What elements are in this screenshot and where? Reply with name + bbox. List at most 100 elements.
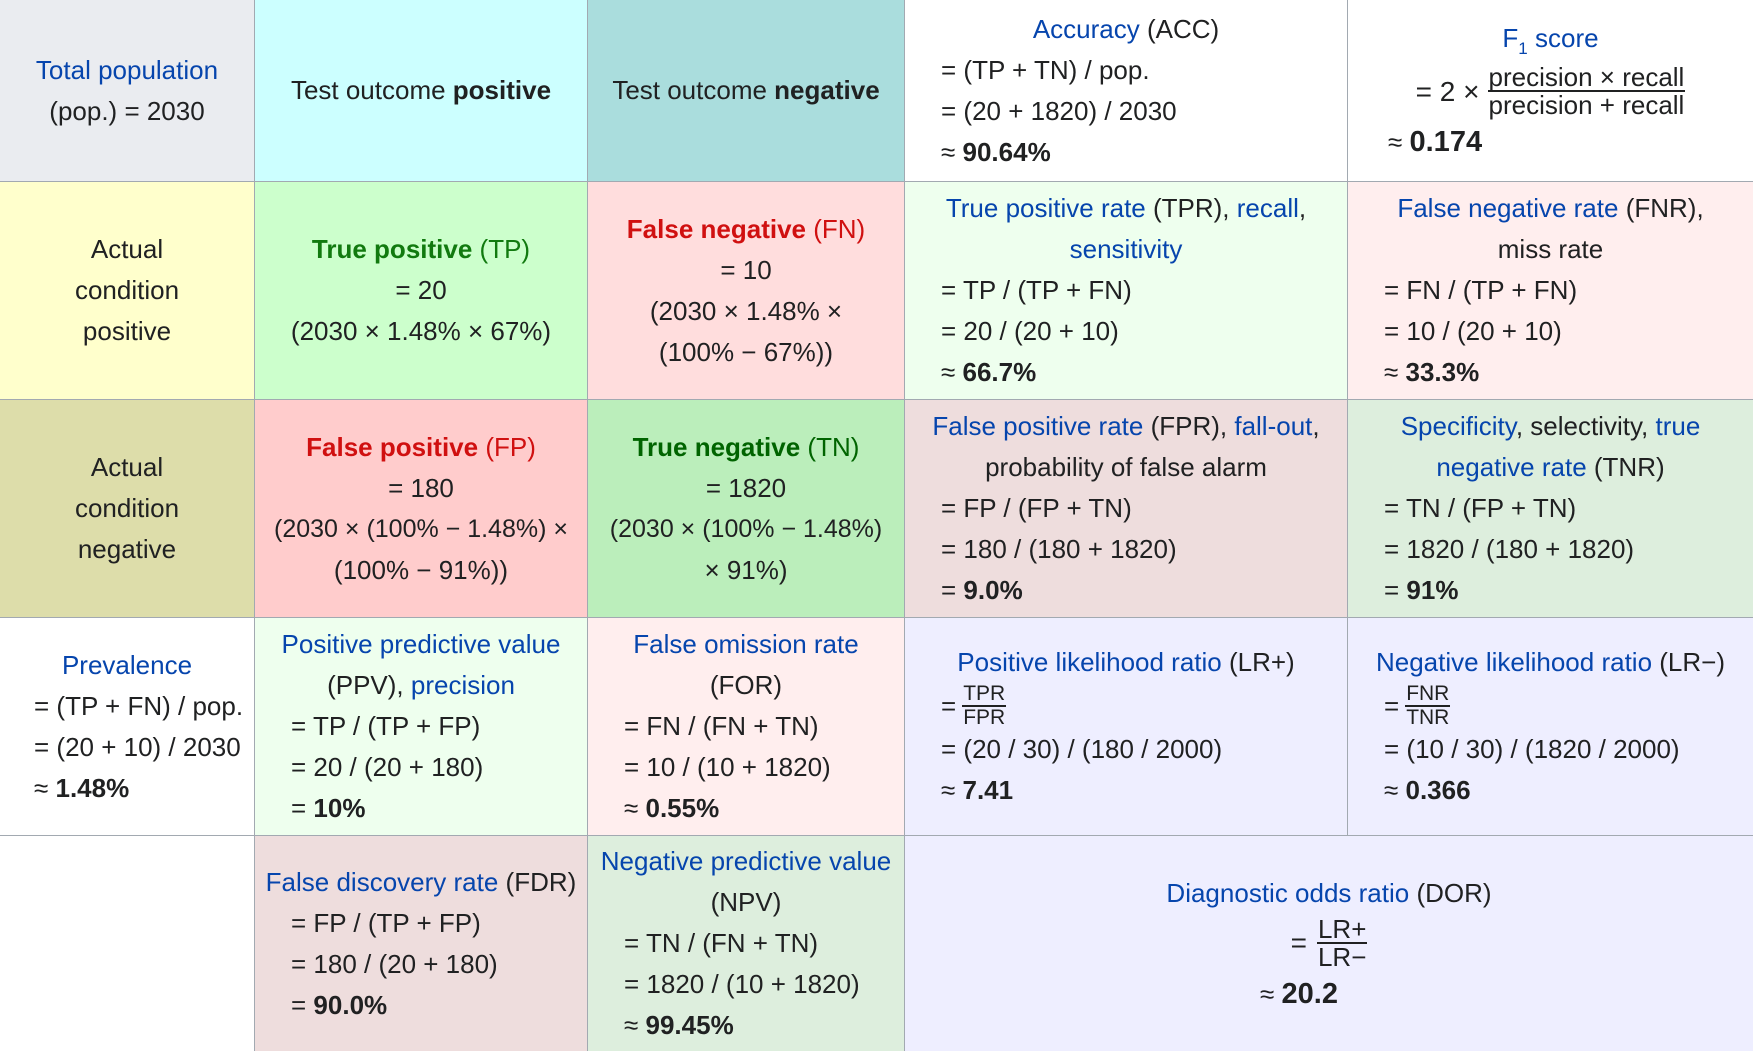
lrn-fraction: FNR TNR <box>1405 682 1451 729</box>
npv-abbr: (NPV) <box>710 887 782 917</box>
npv-link[interactable]: Negative predictive value <box>600 846 892 876</box>
specificity-cell: Specificity, selectivity, true negative … <box>1348 400 1753 618</box>
ppv-result: 10% <box>313 793 366 823</box>
fpr-abbr: (FPR), <box>1143 411 1235 441</box>
fn-computation-1: (2030 × 1.48% × <box>649 295 843 326</box>
lrp-approx: ≈ <box>941 775 963 805</box>
for-link[interactable]: False omission rate <box>633 629 859 659</box>
diagnostic-odds-ratio-cell: Diagnostic odds ratio (DOR) = LR+ LR− ≈ … <box>905 836 1753 1051</box>
negative-likelihood-ratio-cell: Negative likelihood ratio (LR−) = FNR TN… <box>1348 618 1753 836</box>
tnr-formula: = TN / (FP + TN) <box>1384 493 1577 523</box>
actual-condition-positive-header: Actual condition positive <box>0 182 255 400</box>
tnr-link-part2[interactable]: negative rate <box>1436 452 1587 482</box>
lrp-result: 7.41 <box>962 775 1014 805</box>
true-positive-label: True positive <box>311 234 473 264</box>
lrp-link[interactable]: Positive likelihood ratio <box>957 647 1222 677</box>
actual-neg-line3: negative <box>77 534 177 564</box>
actual-pos-line1: Actual <box>90 234 164 264</box>
prevalence-substitution: = (20 + 10) / 2030 <box>34 731 241 762</box>
total-population-link[interactable]: Total population <box>35 54 219 85</box>
dor-approx: ≈ <box>1260 978 1282 1009</box>
lrn-numerator: FNR <box>1405 682 1451 707</box>
lrn-approx: ≈ <box>1384 775 1406 805</box>
tn-computation-2: × 91%) <box>704 554 788 585</box>
false-positive-label: False positive <box>306 431 479 462</box>
tn-count: = 1820 <box>705 472 787 503</box>
fdr-equals: = <box>291 989 314 1020</box>
lrp-fraction: TPR FPR <box>962 682 1007 729</box>
actual-pos-line2: condition <box>74 275 180 305</box>
fall-out-link[interactable]: fall-out <box>1234 411 1313 441</box>
lrp-equals: = <box>941 690 957 721</box>
fdr-result: 90.0% <box>313 989 388 1020</box>
accuracy-link[interactable]: Accuracy <box>1032 13 1140 44</box>
fp-count: = 180 <box>388 472 454 503</box>
test-outcome-negative-header: Test outcome negative <box>588 0 905 182</box>
for-formula: = FN / (FN + TN) <box>624 711 819 741</box>
test-outcome-positive-header: Test outcome positive <box>255 0 588 182</box>
ppv-formula: = TP / (TP + FP) <box>291 711 481 741</box>
prevalence-link[interactable]: Prevalence <box>61 649 193 680</box>
accuracy-formula: = (TP + TN) / pop. <box>941 54 1150 85</box>
precision-link[interactable]: precision <box>410 670 515 700</box>
fp-computation-1: (2030 × (100% − 1.48%) × <box>274 514 568 543</box>
lrn-equals: = <box>1384 690 1400 721</box>
dor-result: 20.2 <box>1281 977 1338 1010</box>
dor-fraction: LR+ LR− <box>1316 916 1368 970</box>
true-negative-cell: True negative (TN) = 1820 (2030 × (100% … <box>588 400 905 618</box>
empty-corner-cell <box>0 836 255 1051</box>
tp-abbr: (TP) <box>472 234 531 264</box>
fnr-formula: = FN / (TP + FN) <box>1384 275 1578 305</box>
lrp-abbr: (LR+) <box>1221 647 1295 677</box>
false-alarm-label: probability of false alarm <box>985 452 1267 482</box>
fnr-link[interactable]: False negative rate <box>1397 193 1619 223</box>
test-positive-prefix: Test outcome <box>290 75 453 105</box>
tnr-result: 91% <box>1406 575 1459 605</box>
specificity-link[interactable]: Specificity <box>1400 411 1516 441</box>
fdr-link[interactable]: False discovery rate <box>265 866 499 897</box>
selectivity-text: , selectivity, <box>1515 411 1656 441</box>
total-population-cell: Total population (pop.) = 2030 <box>0 0 255 182</box>
tnr-link-part1[interactable]: true <box>1655 411 1701 441</box>
for-cell: False omission rate (FOR) = FN / (FN + T… <box>588 618 905 836</box>
false-negative-cell: False negative (FN) = 10 (2030 × 1.48% ×… <box>588 182 905 400</box>
f1-score-link[interactable]: F1 score <box>1502 23 1599 58</box>
test-negative-bold: negative <box>774 75 880 105</box>
actual-condition-negative-header: Actual condition negative <box>0 400 255 618</box>
tn-abbr: (TN) <box>800 431 860 462</box>
for-substitution: = 10 / (10 + 1820) <box>624 752 831 782</box>
true-positive-cell: True positive (TP) = 20 (2030 × 1.48% × … <box>255 182 588 400</box>
tnr-substitution: = 1820 / (180 + 1820) <box>1384 534 1635 564</box>
fpr-equals: = <box>941 575 964 605</box>
ppv-link[interactable]: Positive predictive value <box>281 629 561 659</box>
lrn-substitution: = (10 / 30) / (1820 / 2000) <box>1384 734 1680 764</box>
ppv-substitution: = 20 / (20 + 180) <box>291 752 484 782</box>
lrn-link[interactable]: Negative likelihood ratio <box>1375 647 1653 677</box>
lrn-denominator: TNR <box>1406 706 1450 729</box>
fnr-result: 33.3% <box>1405 357 1480 387</box>
tpr-link[interactable]: True positive rate <box>945 193 1146 223</box>
f1-score-fraction: precision × recall precision + recall <box>1487 62 1686 118</box>
tpr-formula: = TP / (TP + FN) <box>941 275 1132 305</box>
f1-score-cell: F1 score = 2 × precision × recall precis… <box>1348 0 1753 182</box>
dor-link[interactable]: Diagnostic odds ratio <box>1166 877 1410 908</box>
fpr-link[interactable]: False positive rate <box>932 411 1144 441</box>
prevalence-approx: ≈ <box>34 772 56 803</box>
npv-approx: ≈ <box>624 1010 646 1040</box>
sensitivity-link[interactable]: sensitivity <box>1069 234 1183 264</box>
ppv-equals: = <box>291 793 314 823</box>
accuracy-abbr: (ACC) <box>1139 13 1220 44</box>
fnr-approx: ≈ <box>1384 357 1406 387</box>
npv-result: 99.45% <box>645 1010 734 1040</box>
tp-computation: (2030 × 1.48% × 67%) <box>290 316 552 346</box>
fnr-substitution: = 10 / (20 + 10) <box>1384 316 1562 346</box>
npv-cell: Negative predictive value (NPV) = TN / (… <box>588 836 905 1051</box>
recall-link[interactable]: recall <box>1236 193 1299 223</box>
f1-numerator: precision × recall <box>1487 62 1686 92</box>
lrn-abbr: (LR−) <box>1652 647 1725 677</box>
fpr-substitution: = 180 / (180 + 1820) <box>941 534 1177 564</box>
ppv-cell: Positive predictive value (PPV), precisi… <box>255 618 588 836</box>
tnr-equals: = <box>1384 575 1407 605</box>
lrp-numerator: TPR <box>962 682 1007 707</box>
for-result: 0.55% <box>645 793 720 823</box>
